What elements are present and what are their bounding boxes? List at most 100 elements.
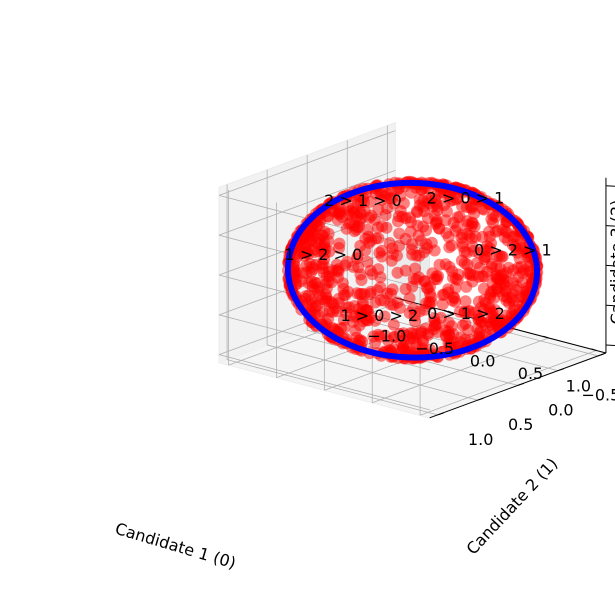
y-tick	[597, 353, 605, 357]
data-point	[491, 224, 504, 237]
data-point	[454, 336, 467, 349]
data-point	[353, 288, 366, 300]
data-point	[382, 334, 394, 347]
data-point	[440, 330, 452, 343]
z-axis-label: Candidate 3 (2)	[607, 200, 615, 325]
data-point	[335, 322, 347, 335]
data-point	[445, 320, 458, 333]
data-point	[432, 270, 445, 283]
data-point	[423, 296, 436, 308]
data-point	[421, 242, 434, 255]
data-point	[489, 318, 502, 330]
data-point	[359, 244, 372, 257]
data-point	[361, 223, 374, 236]
data-point	[318, 225, 331, 238]
data-point	[439, 214, 452, 227]
grid-z-left	[218, 170, 396, 236]
z-tick	[605, 344, 615, 347]
data-point	[333, 242, 345, 254]
data-point	[492, 272, 504, 285]
x-tick-label: 0.0	[470, 351, 495, 370]
x-tick	[447, 310, 453, 314]
data-point	[438, 288, 451, 301]
data-point	[456, 228, 469, 241]
data-point	[349, 324, 362, 337]
z-tick	[605, 185, 615, 187]
data-point	[364, 195, 377, 208]
data-point	[354, 206, 367, 219]
data-point	[492, 285, 505, 298]
data-point	[476, 230, 489, 243]
data-point	[512, 238, 525, 251]
region-annotation: 0 > 2 > 1	[474, 240, 552, 259]
data-point	[478, 253, 491, 265]
region-annotation: 1 > 2 > 0	[285, 245, 363, 264]
data-point	[453, 210, 466, 223]
data-point	[458, 257, 471, 270]
x-tick-label: −0.5	[415, 339, 454, 358]
x-tick	[543, 335, 549, 339]
data-point	[333, 205, 346, 218]
data-point	[451, 273, 464, 286]
data-point	[386, 248, 399, 261]
data-point	[493, 249, 506, 262]
data-point	[446, 265, 459, 278]
great-circle-ring	[284, 179, 541, 361]
data-point	[443, 241, 456, 254]
data-point	[361, 255, 374, 268]
z-tick	[605, 304, 615, 307]
data-point	[460, 280, 473, 293]
data-point	[464, 268, 477, 281]
y-tick	[517, 382, 524, 386]
data-point	[459, 317, 472, 330]
data-point	[329, 302, 341, 315]
y-tick-label: 0.5	[508, 415, 533, 434]
data-point	[427, 323, 440, 336]
region-annotations: 1 > 0 > 2 0 > 2 > 1 2 > 0 > 1 1 > 2 > 0 0 > …	[285, 189, 552, 325]
data-point	[403, 332, 416, 345]
z-tick	[605, 225, 615, 227]
data-point	[318, 237, 331, 249]
great-circle-line	[284, 179, 541, 361]
data-point	[387, 318, 400, 331]
y-tick-label: −0.5	[581, 386, 615, 405]
data-point	[506, 276, 519, 289]
data-point	[378, 310, 391, 323]
y-tick-label: 0.0	[548, 400, 573, 419]
data-point	[449, 295, 462, 308]
data-point	[466, 216, 479, 229]
data-point	[407, 272, 420, 285]
y-tick	[437, 412, 444, 416]
region-annotation: 2 > 1 > 0	[324, 191, 402, 210]
data-point	[375, 250, 388, 263]
data-point	[456, 240, 469, 253]
data-point	[429, 193, 442, 206]
data-point	[383, 237, 396, 249]
y-tick-label: 1.0	[468, 430, 493, 449]
data-point	[490, 260, 503, 273]
x-tick-label: −1.0	[367, 326, 406, 345]
data-point	[384, 298, 397, 311]
data-point	[415, 327, 428, 340]
data-point	[467, 245, 480, 257]
data-point	[443, 339, 456, 352]
grid-y-floor	[226, 359, 438, 416]
data-point	[307, 263, 319, 276]
y-tick	[557, 368, 565, 372]
data-point	[363, 211, 376, 224]
data-point	[436, 298, 449, 311]
grid-z-back	[218, 354, 430, 411]
data-point	[305, 234, 318, 247]
data-point	[434, 311, 447, 324]
data-point	[339, 259, 352, 272]
data-point	[523, 265, 536, 278]
data-point	[459, 295, 472, 308]
region-annotation: 2 > 0 > 1	[427, 189, 505, 208]
data-point	[374, 294, 387, 307]
x-tick-label: 0.5	[518, 364, 543, 383]
data-point	[465, 202, 478, 215]
data-point	[348, 225, 361, 238]
region-annotation: 1 > 0 > 2	[340, 306, 418, 325]
data-point	[503, 297, 516, 310]
